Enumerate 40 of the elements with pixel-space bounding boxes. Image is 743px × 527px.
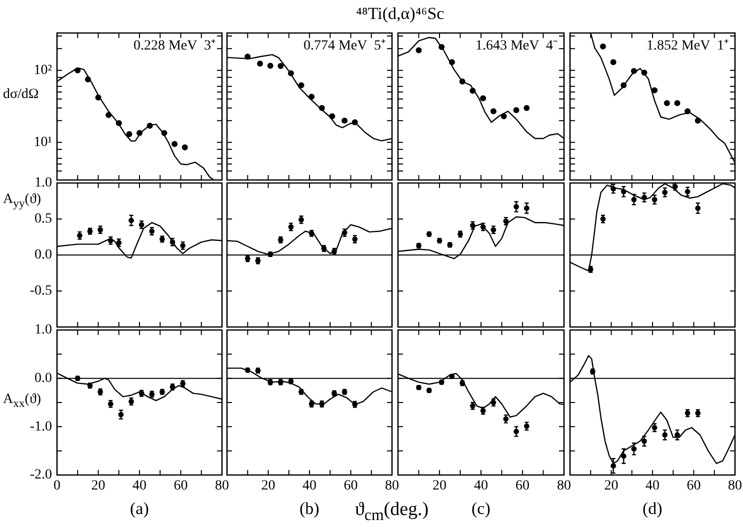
x-tick-label: 60 [344,478,358,494]
annotation: 1.643 MeV 4⁻ [475,38,558,54]
y-tick-label: 0.5 [34,212,52,227]
text: (b) [300,499,320,519]
x-tick-label: 40 [646,478,660,494]
x-tick-label: 40 [132,478,146,494]
y-axis-title: dσ/dΩ [3,87,39,104]
y-tick-label: 1.0 [34,176,52,191]
annotation: 1.852 MeV 1⁺ [646,38,729,54]
x-tick-label: 20 [432,478,446,494]
text: (c) [472,499,490,519]
y-tick-label: -0.5 [30,284,52,299]
x-tick-label: 20 [91,478,106,494]
y-tick-label: 10¹ [34,135,52,150]
x-tick-label: 60 [516,478,530,494]
x-tick-label: 80 [557,478,571,494]
y-tick-label: -2.0 [30,468,52,483]
annotation: 0.774 MeV 5⁺ [303,38,386,54]
x-tick-label: 60 [174,478,188,494]
x-tick-label: 20 [604,478,618,494]
y-axis-title: A$_{yy}$(ϑ) [3,192,42,210]
x-tick-label: 0 [54,478,60,494]
x-axis-title: ϑ$_{cm}$(deg.) [355,499,429,525]
x-tick-label: 60 [686,478,701,494]
y-tick-label: -1.0 [30,419,52,434]
x-tick-label: 80 [385,478,399,494]
y-tick-label: 0.0 [34,248,52,263]
x-tick-label: 80 [728,478,742,494]
x-tick-label: 20 [261,478,276,494]
y-axis-title: A$_{xx}$(ϑ) [3,392,42,410]
x-tick-label: 40 [302,478,316,494]
chart-title: ⁴⁸Ti(d,α)⁴⁶Sc [356,4,444,24]
annotation: 0.228 MeV 3⁺ [133,38,216,54]
x-tick-label: 80 [215,478,229,494]
y-tick-label: 0.0 [34,371,52,386]
y-tick-label: 1.0 [34,322,52,338]
y-tick-label: 10² [34,63,52,78]
x-tick-label: 40 [474,478,488,494]
text: (d) [642,499,662,519]
text: (a) [130,499,149,519]
